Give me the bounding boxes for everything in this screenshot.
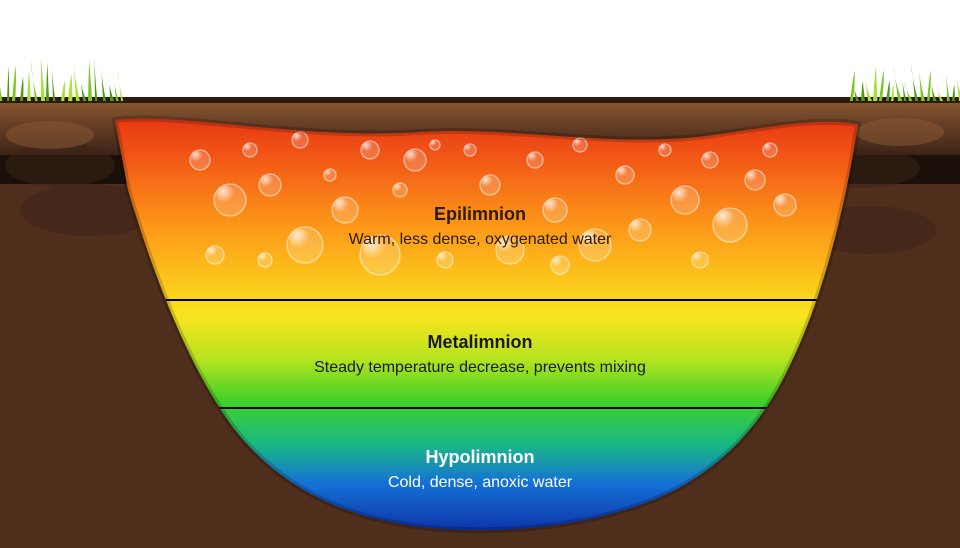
hypolimnion-desc: Cold, dense, anoxic water: [388, 474, 573, 491]
grass-right: [850, 62, 960, 101]
hypolimnion-title: Hypolimnion: [426, 447, 535, 467]
grass-left: [0, 57, 123, 101]
epilimnion-title: Epilimnion: [434, 204, 526, 224]
metalimnion-title: Metalimnion: [427, 332, 532, 352]
epilimnion-desc: Warm, less dense, oxygenated water: [349, 231, 612, 248]
lake-stratification-diagram: Epilimnion Warm, less dense, oxygenated …: [0, 0, 960, 548]
metalimnion-desc: Steady temperature decrease, prevents mi…: [314, 359, 646, 376]
